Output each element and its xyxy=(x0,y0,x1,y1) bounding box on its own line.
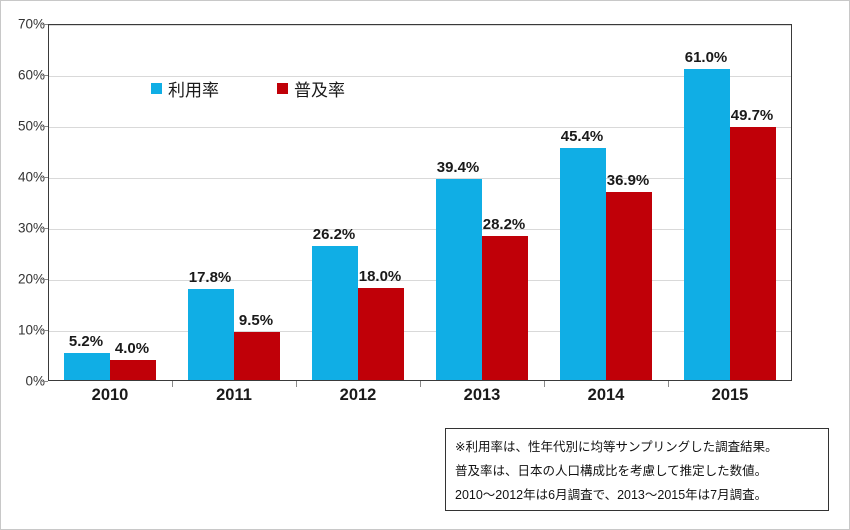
gridline xyxy=(49,76,791,77)
footnote-box: ※利用率は、性年代別に均等サンプリングした調査結果。 普及率は、日本の人口構成比… xyxy=(445,428,829,511)
bar-value-label: 49.7% xyxy=(730,106,774,124)
y-axis: 0% 10% 20% 30% 40% 50% 60% 70% xyxy=(1,17,45,389)
gridline xyxy=(49,331,791,332)
x-tick-label-2012: 2012 xyxy=(339,386,377,404)
footnote-line-3: 2010〜2012年は6月調査で、2013〜2015年は7月調査。 xyxy=(455,488,768,502)
legend-label-riyouritsu: 利用率 xyxy=(168,81,219,100)
x-tick-mark xyxy=(296,381,297,387)
y-tick-label: 40% xyxy=(17,169,45,185)
bar-普及率-2013 xyxy=(482,236,528,380)
y-tick-label: 10% xyxy=(17,322,45,338)
bar-利用率-2010 xyxy=(64,353,110,380)
bar-value-label: 9.5% xyxy=(238,311,274,329)
y-tick-mark xyxy=(42,228,48,229)
x-tick-label-2014: 2014 xyxy=(587,386,625,404)
y-tick-mark xyxy=(42,330,48,331)
x-tick-mark xyxy=(172,381,173,387)
bar-value-label: 5.2% xyxy=(68,333,104,351)
bar-value-label: 4.0% xyxy=(114,339,150,357)
bar-value-label: 36.9% xyxy=(606,171,650,189)
gridline xyxy=(49,178,791,179)
bar-value-label: 26.2% xyxy=(312,226,356,244)
x-tick-label-2010: 2010 xyxy=(91,386,129,404)
y-tick-label: 20% xyxy=(17,271,45,287)
bar-利用率-2015 xyxy=(684,68,730,380)
x-tick-mark xyxy=(544,381,545,387)
bar-利用率-2014 xyxy=(560,148,606,380)
bar-value-label: 17.8% xyxy=(188,269,232,287)
bar-普及率-2014 xyxy=(606,191,652,380)
bar-普及率-2011 xyxy=(234,331,280,380)
x-tick-mark xyxy=(420,381,421,387)
y-tick-mark xyxy=(42,381,48,382)
bar-利用率-2013 xyxy=(436,179,482,380)
y-tick-label: 30% xyxy=(17,220,45,236)
bar-普及率-2010 xyxy=(110,359,156,380)
x-tick-label-2013: 2013 xyxy=(463,386,501,404)
chart-legend: 利用率 普及率 xyxy=(151,76,345,101)
bar-value-label: 39.4% xyxy=(436,159,480,177)
legend-swatch-red xyxy=(277,83,288,94)
bar-value-label: 45.4% xyxy=(560,128,604,146)
footnote-line-2: 普及率は、日本の人口構成比を考慮して推定した数値。 xyxy=(455,464,768,478)
plot-area xyxy=(48,24,792,381)
bar-利用率-2011 xyxy=(188,289,234,380)
y-tick-mark xyxy=(42,177,48,178)
y-tick-mark xyxy=(42,75,48,76)
y-tick-label: 70% xyxy=(17,16,45,32)
x-axis: 2010 2011 2012 2013 2014 2015 xyxy=(48,386,792,414)
gridline xyxy=(49,127,791,128)
x-tick-mark xyxy=(668,381,669,387)
gridline xyxy=(49,229,791,230)
legend-item-fukyuritsu: 普及率 xyxy=(277,76,345,101)
y-tick-label: 0% xyxy=(25,373,45,389)
bar-普及率-2015 xyxy=(730,126,776,380)
bar-value-label: 61.0% xyxy=(684,48,728,66)
bar-普及率-2012 xyxy=(358,288,404,380)
footnote-line-1: ※利用率は、性年代別に均等サンプリングした調査結果。 xyxy=(455,440,778,454)
bar-value-label: 28.2% xyxy=(482,216,526,234)
gridline xyxy=(49,280,791,281)
gridline xyxy=(49,25,791,26)
y-tick-label: 50% xyxy=(17,118,45,134)
y-tick-mark xyxy=(42,24,48,25)
y-tick-label: 60% xyxy=(17,67,45,83)
x-tick-label-2011: 2011 xyxy=(216,386,252,404)
x-tick-label-2015: 2015 xyxy=(711,386,749,404)
y-tick-mark xyxy=(42,126,48,127)
legend-swatch-blue xyxy=(151,83,162,94)
bar-利用率-2012 xyxy=(312,246,358,380)
legend-item-riyouritsu: 利用率 xyxy=(151,76,219,101)
y-tick-mark xyxy=(42,279,48,280)
legend-label-fukyuritsu: 普及率 xyxy=(294,81,345,100)
bar-value-label: 18.0% xyxy=(358,268,402,286)
